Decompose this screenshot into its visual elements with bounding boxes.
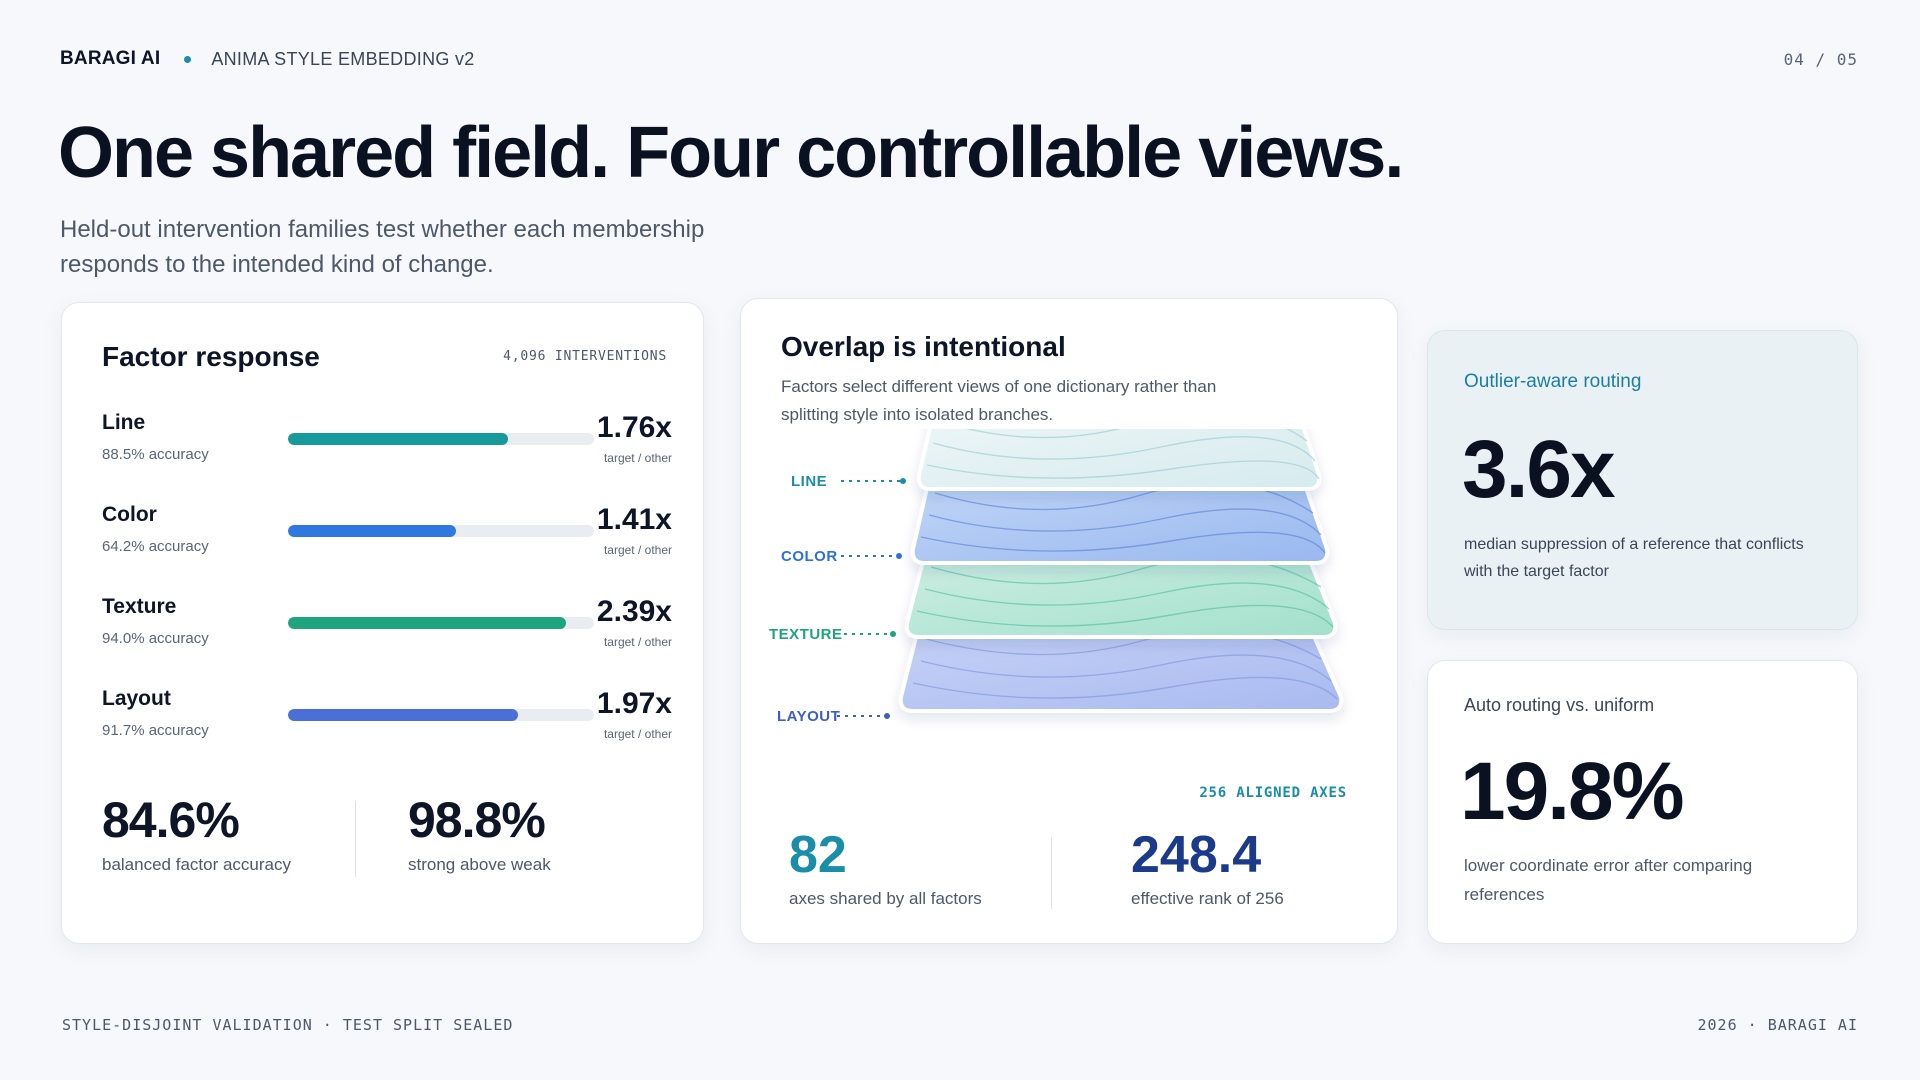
effective-rank-caption: effective rank of 256 (1131, 889, 1284, 908)
layer-texture (904, 551, 1338, 639)
leader-dot-icon (896, 553, 902, 559)
factor-bar-track (288, 433, 594, 445)
factor-bar-fill (288, 709, 518, 721)
top-bar: BARAGI AI ANIMA STYLE EMBEDDING v2 04 / … (60, 47, 1858, 71)
aligned-axes-tag: 256 ALIGNED AXES (1199, 785, 1347, 801)
factor-accuracy: 64.2% accuracy (102, 538, 209, 555)
factor-card-title: Factor response (102, 341, 320, 372)
layer-line (916, 429, 1322, 491)
page-title: One shared field. Four controllable view… (58, 113, 1404, 193)
effective-rank-value: 248.4 (1131, 826, 1262, 884)
shared-axes-value: 82 (789, 826, 847, 884)
auto-routing-card: Auto routing vs. uniform 19.8% lower coo… (1427, 660, 1858, 944)
factor-bar-track (288, 709, 594, 721)
factor-row-color: Color 64.2% accuracy 1.41x target / othe… (102, 503, 672, 563)
factor-bar-track (288, 525, 594, 537)
leader-dot-icon (900, 478, 906, 484)
factor-ratio: 2.39x (596, 595, 672, 628)
factor-row-line: Line 88.5% accuracy 1.76x target / other (102, 411, 672, 471)
auto-routing-caption: lower coordinate error after comparing r… (1464, 856, 1753, 904)
factor-name: Texture (102, 595, 177, 618)
factor-response-card: Factor response 4,096 INTERVENTIONS Line… (61, 302, 704, 944)
factor-row-layout: Layout 91.7% accuracy 1.97x target / oth… (102, 687, 672, 747)
overlap-card-title: Overlap is intentional (781, 331, 1066, 362)
factor-bar-fill (288, 433, 509, 445)
brand-name: BARAGI AI (60, 48, 161, 69)
auto-routing-label: Auto routing vs. uniform (1464, 695, 1655, 715)
factor-accuracy: 94.0% accuracy (102, 630, 209, 647)
strong-above-weak-caption: strong above weak (408, 855, 551, 874)
factor-accuracy: 91.7% accuracy (102, 722, 209, 739)
overlap-card: Overlap is intentional Factors select di… (740, 298, 1398, 944)
factor-bar-fill (288, 617, 567, 629)
factor-bar-fill (288, 525, 457, 537)
footer-right: 2026 · BARAGI AI (1697, 1016, 1858, 1034)
label-layout: LAYOUT (777, 708, 840, 725)
page-number: 04 / 05 (1783, 49, 1858, 69)
strong-above-weak-value: 98.8% (408, 792, 546, 848)
routing-value: 3.6x (1462, 424, 1616, 515)
factor-row-texture: Texture 94.0% accuracy 2.39x target / ot… (102, 595, 672, 655)
factor-ratio-unit: target / other (603, 635, 672, 649)
shared-axes-caption: axes shared by all factors (789, 889, 982, 908)
stat-divider (1051, 837, 1052, 909)
layer-layout (898, 623, 1344, 713)
factor-accuracy: 88.5% accuracy (102, 446, 209, 463)
factor-ratio: 1.97x (596, 687, 672, 720)
routing-caption: median suppression of a reference that c… (1464, 536, 1804, 580)
interventions-count: 4,096 INTERVENTIONS (503, 349, 667, 364)
layer-stack-illustration: LINE COLOR TEXTURE LAYOUT (769, 429, 1344, 725)
deck-subtitle: ANIMA STYLE EMBEDDING v2 (211, 48, 475, 69)
label-color: COLOR (781, 548, 838, 565)
factor-name: Layout (102, 687, 171, 710)
overlap-card-description: Factors select different views of one di… (781, 377, 1217, 424)
stat-divider (355, 801, 356, 877)
separator-dot-icon (184, 55, 192, 63)
routing-label: Outlier-aware routing (1464, 371, 1642, 392)
layer-labels: LINE COLOR TEXTURE LAYOUT (769, 473, 906, 725)
label-texture: TEXTURE (769, 626, 843, 643)
balanced-accuracy-value: 84.6% (102, 792, 240, 848)
footer-left: STYLE-DISJOINT VALIDATION · TEST SPLIT S… (62, 1016, 514, 1034)
factor-ratio-unit: target / other (603, 727, 672, 741)
factor-name: Line (102, 411, 146, 434)
balanced-accuracy-caption: balanced factor accuracy (102, 855, 291, 874)
label-line: LINE (791, 473, 827, 490)
factor-bar-track (288, 617, 594, 629)
auto-routing-value: 19.8% (1460, 746, 1685, 837)
factor-ratio: 1.41x (596, 503, 672, 536)
layer-color (910, 477, 1330, 565)
factor-ratio-unit: target / other (603, 543, 672, 557)
factor-ratio: 1.76x (596, 411, 672, 444)
routing-card: Outlier-aware routing 3.6x median suppre… (1427, 330, 1858, 630)
factor-ratio-unit: target / other (603, 451, 672, 465)
leader-dot-icon (890, 631, 896, 637)
leader-dot-icon (884, 713, 890, 719)
factor-name: Color (102, 503, 157, 526)
page-subtitle: Held-out intervention families test whet… (60, 216, 705, 278)
